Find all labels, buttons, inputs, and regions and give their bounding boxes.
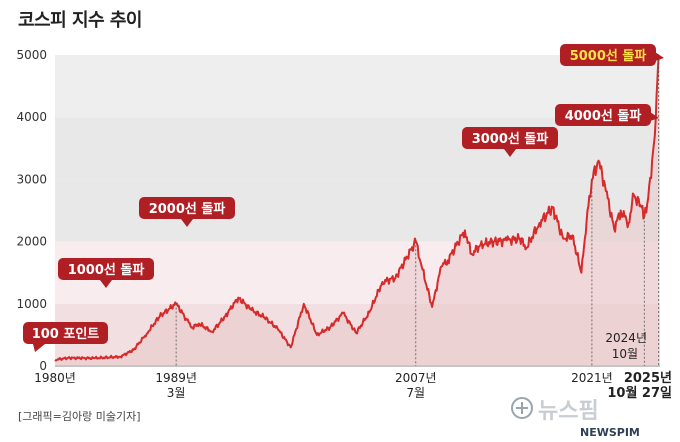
- x-tick-sublabel: 3월: [167, 386, 186, 400]
- annotation-label: 1000선 돌파: [68, 262, 145, 278]
- annotation-callout: 100 포인트: [23, 322, 108, 352]
- annotation-box: [58, 258, 154, 280]
- annotation-box: [555, 104, 651, 126]
- annotation-box: [23, 322, 108, 344]
- y-tick-label: 1000: [16, 297, 47, 311]
- x-tick-label: 2007년: [395, 371, 437, 385]
- x-tick-sublabel: 7월: [406, 386, 425, 400]
- annotation-box: [139, 197, 235, 219]
- y-tick-label: 5000: [16, 48, 47, 62]
- y-band: [55, 117, 660, 180]
- y-tick-label: 4000: [16, 110, 47, 124]
- area-fill: [55, 55, 659, 366]
- x-tick-label: 1980년: [34, 371, 76, 385]
- series-line: [54, 54, 660, 362]
- series-path: [54, 54, 660, 362]
- y-tick-label: 0: [39, 359, 47, 373]
- annotation-label: 2000선 돌파: [149, 201, 226, 217]
- newspim-logo: 뉴스핌 NEWSPIM: [511, 397, 640, 438]
- annotation-box: [560, 44, 656, 66]
- area-fill-shape: [55, 55, 659, 366]
- inline-date-label: 2024년: [605, 331, 647, 345]
- annotation-label: 5000선 돌파: [570, 48, 647, 64]
- annotation-callout: 2000선 돌파: [139, 197, 235, 227]
- graphic-credit: [그래픽=김아랑 미술기자]: [18, 410, 141, 423]
- annotation-callout: 3000선 돌파: [462, 127, 558, 157]
- y-tick-label: 2000: [16, 235, 47, 249]
- annotation-pointer: [100, 280, 112, 288]
- x-tick-sublabel: 10월 27일: [607, 385, 672, 401]
- x-guide-lines: [175, 55, 660, 366]
- x-tick-label: 2025년: [624, 371, 672, 386]
- chart-title: 코스피 지수 추이: [18, 10, 142, 31]
- annotation-pointer: [33, 344, 45, 352]
- annotation-pointer: [181, 219, 193, 227]
- logo-main-text: 뉴스핌: [538, 399, 599, 424]
- logo-sub-text: NEWSPIM: [580, 426, 640, 438]
- x-tick-label: 1989년: [155, 371, 197, 385]
- y-tick-label: 3000: [16, 172, 47, 186]
- annotation-label: 100 포인트: [32, 326, 100, 342]
- annotation-pointer: [652, 50, 664, 62]
- annotation-pointer: [504, 149, 516, 157]
- annotation-box: [462, 127, 558, 149]
- annotation-label: 3000선 돌파: [472, 131, 549, 147]
- annotation-pointer: [647, 110, 659, 122]
- annotation-label: 4000선 돌파: [565, 108, 642, 124]
- x-tick-label: 2021년: [571, 371, 613, 385]
- annotation-callout: 5000선 돌파: [560, 44, 664, 66]
- inline-date-sublabel: 10월: [612, 347, 638, 361]
- annotations: 100 포인트 1000선 돌파 2000선 돌파 3000선 돌파 4000선 돌파 5…: [23, 44, 664, 352]
- annotation-callout: 4000선 돌파: [555, 104, 659, 126]
- annotation-callout: 1000선 돌파: [58, 258, 154, 288]
